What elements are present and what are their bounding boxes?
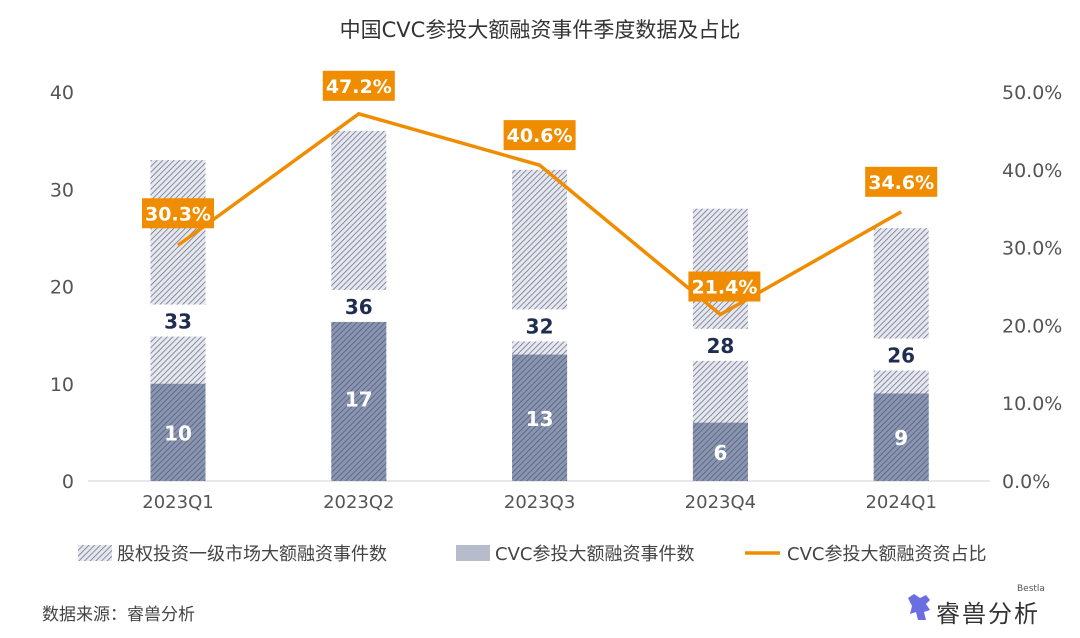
cvc-data-label: 10 [164,421,192,445]
total-label-bg [149,304,207,337]
left-tick-label: 40 [50,82,74,104]
logo-sub: Bestla [1017,584,1045,594]
ratio-label-bg [503,120,576,151]
ratio-label-bg [865,166,938,197]
legend-label-ratio: CVC参投大额融资资占比 [787,544,986,565]
ratio-data-label: 40.6% [507,125,573,147]
ratio-data-label: 21.4% [691,277,757,299]
right-tick-label: 10.0% [1002,393,1062,415]
total-data-label: 26 [887,344,915,368]
cvc-data-label: 6 [713,441,727,465]
cvc-bar [692,422,748,481]
left-tick-label: 20 [50,277,74,299]
logo-text: 睿兽分析 [936,600,1040,628]
x-tick-label: 2023Q2 [323,492,394,513]
ratio-data-label: 34.6% [868,172,934,194]
left-tick-label: 0 [62,471,74,493]
cvc-data-label: 13 [526,407,554,431]
ratio-label-bg [688,271,761,302]
cvc-bar [873,393,929,481]
legend-label-cvc: CVC参投大额融资事件数 [495,544,694,565]
ratio-data-label: 30.3% [145,203,211,225]
cvc-bar [150,383,206,481]
right-tick-label: 30.0% [1002,238,1062,260]
ratio-label-bg [142,198,214,229]
ratio-data-label: 47.2% [326,76,392,98]
total-label-bg [691,328,749,361]
total-data-label: 28 [706,334,734,358]
total-data-label: 33 [164,310,192,334]
x-tick-label: 2023Q3 [504,492,575,513]
right-tick-label: 0.0% [1002,471,1050,493]
legend-swatch-total [78,545,112,561]
ratio-label-bg [322,70,395,101]
total-label-bg [330,289,388,322]
logo: 睿兽分析 Bestla [902,584,1072,628]
legend-label-total: 股权投资一级市场大额融资事件数 [117,544,387,565]
cvc-bar [331,315,387,481]
right-tick-label: 40.0% [1002,160,1062,182]
chart-title: 中国CVC参投大额融资事件季度数据及占比 [339,18,741,42]
cvc-data-label: 9 [894,426,908,450]
total-data-label: 36 [345,295,373,319]
left-tick-label: 30 [50,179,74,201]
right-tick-label: 20.0% [1002,315,1062,337]
cvc-bar [512,354,568,481]
left-tick-label: 10 [50,374,74,396]
data-source: 数据来源：睿兽分析 [42,605,195,625]
right-tick-label: 50.0% [1002,82,1062,104]
cvc-data-label: 17 [345,387,373,411]
beast-logo-icon [908,594,930,620]
total-label-bg [511,309,569,342]
x-tick-label: 2024Q1 [865,492,936,513]
legend-swatch-cvc [456,545,490,561]
x-tick-label: 2023Q1 [142,492,213,513]
x-tick-label: 2023Q4 [685,492,756,513]
total-label-bg [872,338,930,371]
total-data-label: 32 [526,314,554,338]
